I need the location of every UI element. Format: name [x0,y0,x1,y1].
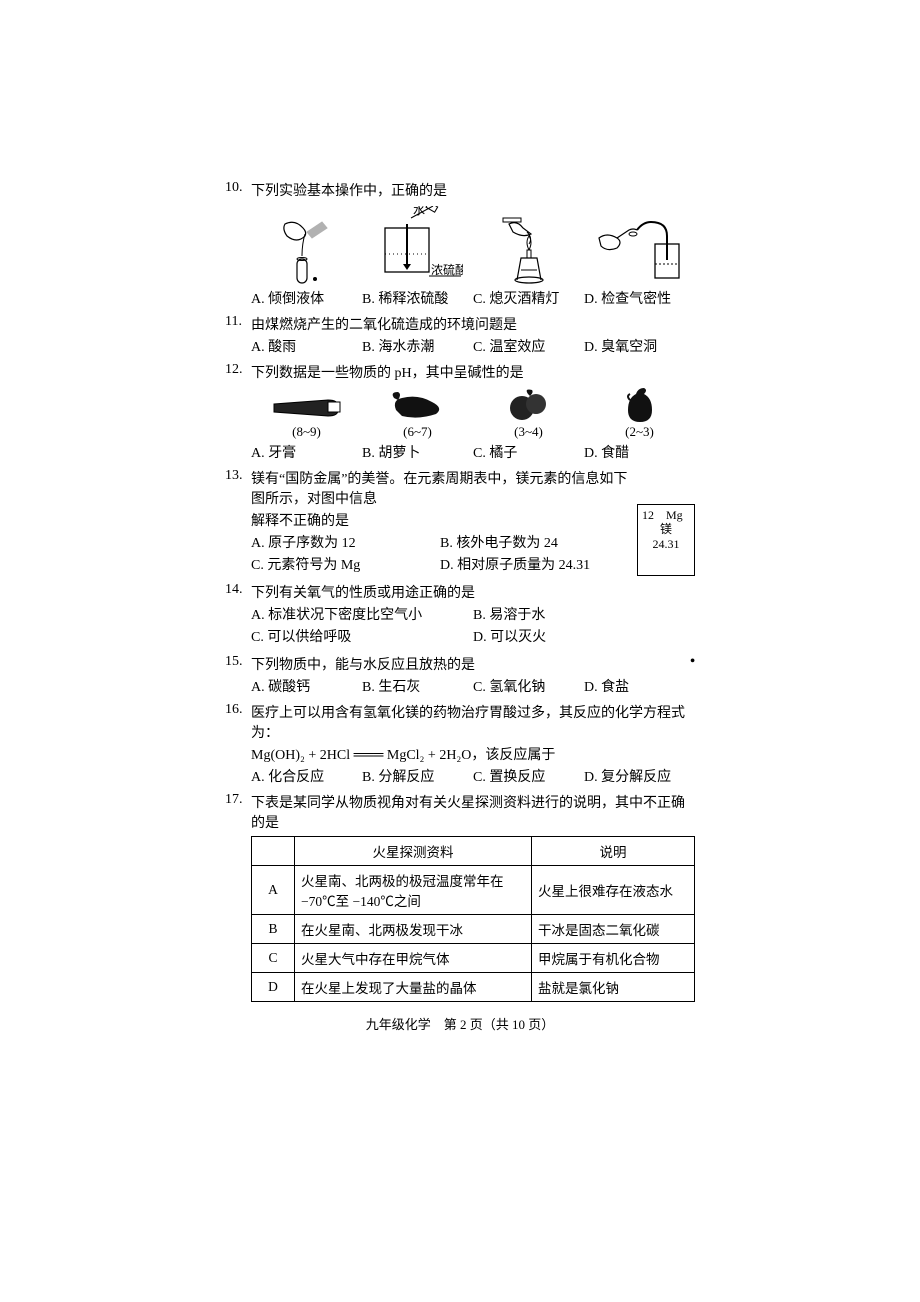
q-number: 17. [225,792,251,808]
q-stem: 由煤燃烧产生的二氧化硫造成的环境问题是 [251,314,695,334]
ph-range: (8~9) [292,424,321,440]
cell-data: 在火星上发现了大量盐的晶体 [295,973,532,1002]
opt-d: D. 相对原子质量为 24.31 [440,554,629,574]
opt-b: B. 易溶于水 [473,604,695,624]
table-header-row: 火星探测资料 说明 [252,837,695,866]
element-info-box: 12 Mg 镁 24.31 [637,504,695,576]
cell-letter: D [252,973,295,1002]
opt-c: C. 元素符号为 Mg [251,554,440,574]
opt-b: B. 分解反应 [362,766,473,786]
opt-c: C. 置换反应 [473,766,584,786]
cell-explain: 火星上很难存在液态水 [532,866,695,915]
th-data: 火星探测资料 [295,837,532,866]
opt-d: D. 复分解反应 [584,766,695,786]
q-stem: 医疗上可以用含有氢氧化镁的药物治疗胃酸过多，其反应的化学方程式为： [251,702,695,742]
opt-a: A. 酸雨 [251,336,362,356]
exam-page: 10. 下列实验基本操作中，正确的是 水 [0,0,920,1093]
table-row: A 火星南、北两极的极冠温度常年在 −70℃至 −140℃之间 火星上很难存在液… [252,866,695,915]
opt-b: B. 生石灰 [362,676,473,696]
cell-data: 在火星南、北两极发现干冰 [295,915,532,944]
q-stem-2: 解释不正确的是 [251,510,629,530]
opt-a: A. 碳酸钙 [251,676,362,696]
opt-d: D. 检查气密性 [584,288,695,308]
element-mass: 24.31 [642,537,690,551]
table-row: C 火星大气中存在甲烷气体 甲烷属于有机化合物 [252,944,695,973]
th-blank [252,837,295,866]
bullet-dot: • [690,654,695,670]
question-14: 14. 下列有关氧气的性质或用途正确的是 A. 标准状况下密度比空气小 B. 易… [225,582,695,648]
q-number: 10. [225,180,251,196]
ph-item-c: (3~4) [473,388,584,440]
opt-b: B. 胡萝卜 [362,442,473,462]
q-stem: 下列物质中，能与水反应且放热的是 [251,654,690,674]
q10-img-d [584,206,695,284]
element-name: 镁 [642,522,690,536]
acid-label: 浓硫酸 [431,262,463,277]
cell-letter: B [252,915,295,944]
opt-b: B. 海水赤潮 [362,336,473,356]
opt-c: C. 氢氧化钠 [473,676,584,696]
cell-letter: C [252,944,295,973]
question-17: 17. 下表是某同学从物质视角对有关火星探测资料进行的说明，其中不正确的是 火星… [225,792,695,1002]
opt-c: C. 可以供给呼吸 [251,626,473,646]
table-row: D 在火星上发现了大量盐的晶体 盐就是氯化钠 [252,973,695,1002]
th-explain: 说明 [532,837,695,866]
page-footer: 九年级化学 第 2 页（共 10 页） [225,1014,695,1033]
q-stem-1: 镁有“国防金属”的美誉。在元素周期表中，镁元素的信息如下图所示，对图中信息 [251,468,629,508]
opt-d: D. 食醋 [584,442,695,462]
equation: Mg(OH)₂ + 2HCl ═══ MgCl₂ + 2H₂O，该反应属于 [251,744,695,764]
opt-c: C. 橘子 [473,442,584,462]
q10-img-c [473,206,584,284]
q10-images: 水 浓硫酸 [225,206,695,284]
cell-explain: 甲烷属于有机化合物 [532,944,695,973]
opt-b: B. 稀释浓硫酸 [362,288,473,308]
opt-a: A. 原子序数为 12 [251,532,440,552]
opt-a: A. 牙膏 [251,442,362,462]
opt-c: C. 熄灭酒精灯 [473,288,584,308]
ph-range: (6~7) [403,424,432,440]
question-10: 10. 下列实验基本操作中，正确的是 水 [225,180,695,308]
cell-explain: 盐就是氯化钠 [532,973,695,1002]
q10-img-b: 水 浓硫酸 [362,206,473,284]
cell-letter: A [252,866,295,915]
question-12: 12. 下列数据是一些物质的 pH，其中呈碱性的是 (8~9) (6~7) [225,362,695,462]
ph-item-b: (6~7) [362,388,473,440]
ph-range: (2~3) [625,424,654,440]
q-stem: 下列有关氧气的性质或用途正确的是 [251,582,695,602]
q-stem: 下列实验基本操作中，正确的是 [251,180,695,200]
table-row: B 在火星南、北两极发现干冰 干冰是固态二氧化碳 [252,915,695,944]
question-16: 16. 医疗上可以用含有氢氧化镁的药物治疗胃酸过多，其反应的化学方程式为： Mg… [225,702,695,786]
opt-a: A. 倾倒液体 [251,288,362,308]
opt-b: B. 核外电子数为 24 [440,532,629,552]
question-13: 13. 镁有“国防金属”的美誉。在元素周期表中，镁元素的信息如下图所示，对图中信… [225,468,695,576]
opt-d: D. 食盐 [584,676,695,696]
cell-data: 火星大气中存在甲烷气体 [295,944,532,973]
q-stem: 下列数据是一些物质的 pH，其中呈碱性的是 [251,362,695,382]
opt-d: D. 可以灭火 [473,626,695,646]
q-number: 15. [225,654,251,670]
q-number: 11. [225,314,251,330]
q-number: 12. [225,362,251,378]
opt-a: A. 标准状况下密度比空气小 [251,604,473,624]
ph-item-d: (2~3) [584,388,695,440]
cell-data: 火星南、北两极的极冠温度常年在 −70℃至 −140℃之间 [295,866,532,915]
opt-d: D. 臭氧空洞 [584,336,695,356]
q-number: 13. [225,468,251,484]
cell-explain: 干冰是固态二氧化碳 [532,915,695,944]
q-number: 14. [225,582,251,598]
ph-item-a: (8~9) [251,388,362,440]
q17-table: 火星探测资料 说明 A 火星南、北两极的极冠温度常年在 −70℃至 −140℃之… [251,836,695,1002]
opt-c: C. 温室效应 [473,336,584,356]
q-stem: 下表是某同学从物质视角对有关火星探测资料进行的说明，其中不正确的是 [251,792,695,832]
ph-range: (3~4) [514,424,543,440]
question-11: 11. 由煤燃烧产生的二氧化硫造成的环境问题是 A. 酸雨 B. 海水赤潮 C.… [225,314,695,356]
opt-a: A. 化合反应 [251,766,362,786]
q12-images: (8~9) (6~7) (3~4) (2~3) [225,388,695,440]
q-number: 16. [225,702,251,718]
q10-img-a [251,206,362,284]
element-top: 12 Mg [642,508,690,522]
question-15: 15. 下列物质中，能与水反应且放热的是 • A. 碳酸钙 B. 生石灰 C. … [225,654,695,696]
